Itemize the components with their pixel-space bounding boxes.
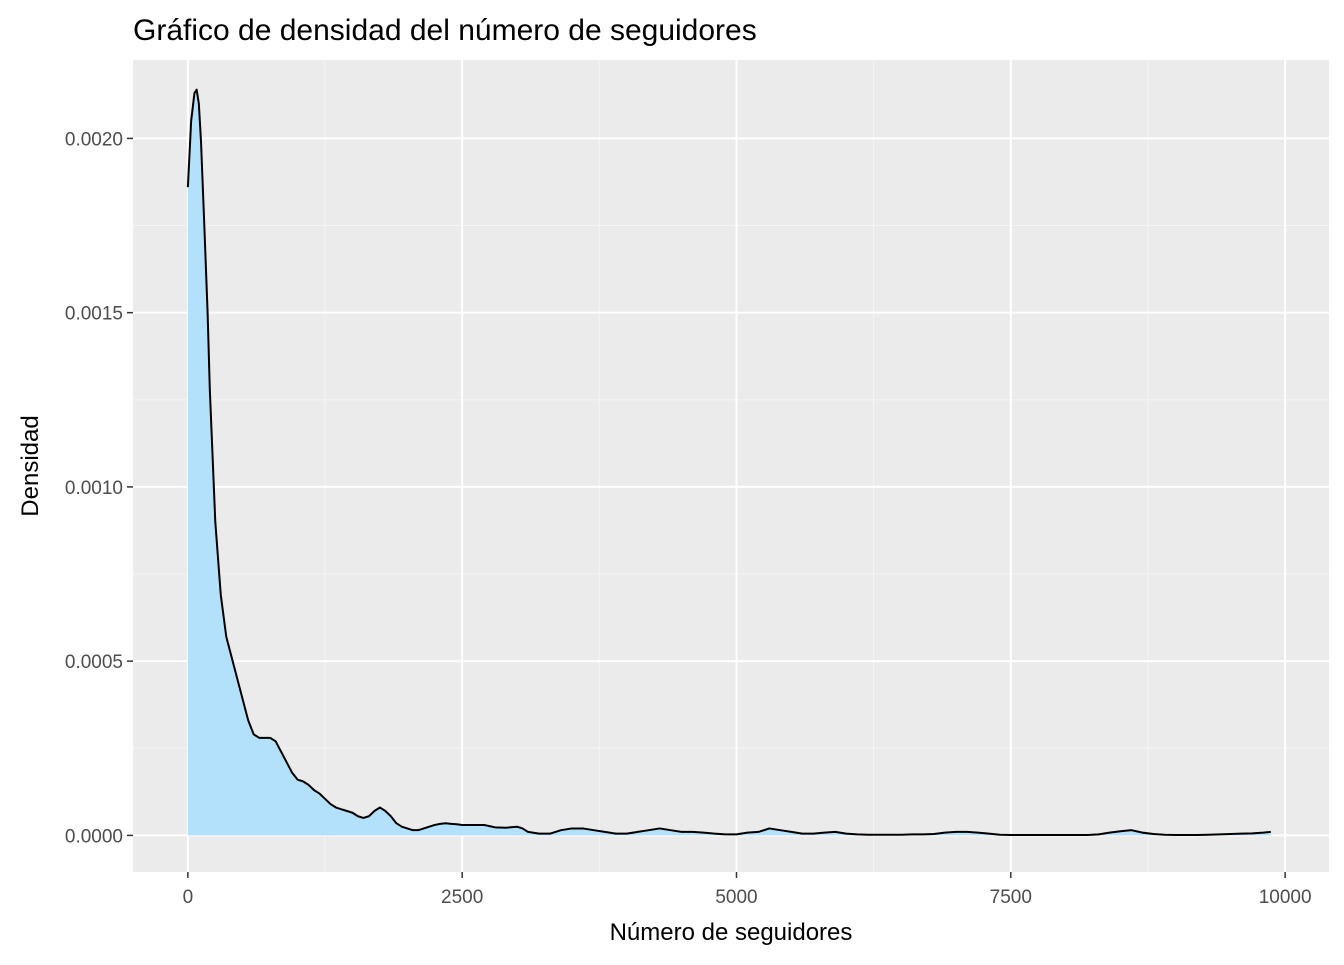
axis-ticks [127, 137, 1286, 878]
x-axis-tick-labels: 0 2500 5000 7500 10000 [183, 887, 1312, 908]
y-tick-label: 0.0005 [65, 652, 123, 673]
x-tick-label: 7500 [990, 887, 1032, 908]
y-axis-tick-labels: 0.0000 0.0005 0.0010 0.0015 0.0020 [65, 129, 123, 847]
y-tick-label: 0.0000 [65, 826, 123, 847]
y-axis-title: Densidad [17, 415, 44, 516]
x-tick-label: 5000 [715, 887, 757, 908]
density-curve-group [186, 88, 1271, 837]
y-tick-label: 0.0010 [65, 478, 123, 499]
grid-minor [133, 60, 1329, 872]
y-tick-label: 0.0020 [65, 129, 123, 150]
x-tick-label: 0 [183, 887, 194, 908]
x-axis-title: Número de seguidores [610, 919, 853, 946]
x-tick-label: 2500 [441, 887, 483, 908]
plot-panel [133, 60, 1329, 872]
x-tick-label: 10000 [1259, 887, 1312, 908]
y-tick-label: 0.0015 [65, 304, 123, 325]
chart-title: Gráfico de densidad del número de seguid… [133, 14, 757, 47]
density-line [186, 88, 1271, 837]
